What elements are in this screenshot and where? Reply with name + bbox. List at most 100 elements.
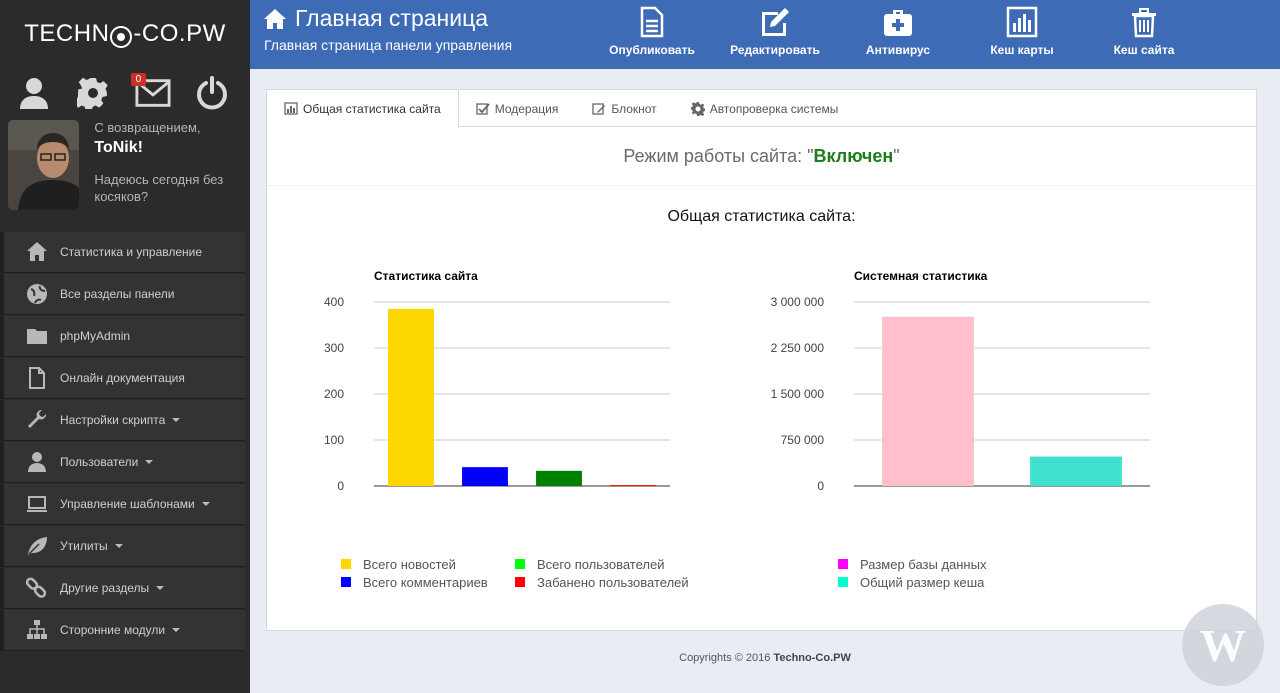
check-icon bbox=[476, 102, 490, 115]
tab-0[interactable]: Общая статистика сайта bbox=[267, 90, 459, 128]
logout-button[interactable] bbox=[194, 75, 230, 111]
y-tick-label: 200 bbox=[324, 387, 344, 401]
caret-down-icon bbox=[114, 544, 123, 548]
legend-item[interactable]: Размер базы данных bbox=[838, 557, 986, 572]
site-mode-status: Режим работы сайта: " Включен " bbox=[267, 127, 1256, 186]
watermark-logo: W bbox=[1182, 604, 1264, 686]
bar[interactable] bbox=[388, 308, 434, 486]
chart-title: Статистика сайта bbox=[374, 269, 478, 283]
sidebar-item-5[interactable]: Пользователи bbox=[0, 442, 245, 482]
link-icon bbox=[26, 577, 48, 599]
leaf-icon bbox=[26, 535, 48, 557]
sidebar-item-1[interactable]: Все разделы панели bbox=[0, 274, 245, 314]
legend-item[interactable]: Забанено пользователей bbox=[515, 575, 689, 590]
header-button-label: Редактировать bbox=[730, 43, 820, 57]
user-icon bbox=[20, 78, 48, 109]
envelope-icon bbox=[135, 79, 171, 107]
header-button-0[interactable]: Опубликовать bbox=[597, 6, 707, 57]
stats-title: Общая статистика сайта: bbox=[667, 208, 856, 225]
bar[interactable] bbox=[610, 485, 656, 487]
laptop-icon bbox=[26, 493, 48, 515]
copyright-brand[interactable]: Techno-Co.PW bbox=[773, 652, 851, 664]
header-button-label: Опубликовать bbox=[609, 43, 695, 57]
sidebar-item-label: Пользователи bbox=[60, 455, 139, 469]
copyright-text: Copyrights © 2016 bbox=[679, 652, 774, 664]
quick-icons: 0 bbox=[0, 68, 250, 118]
sidebar-item-0[interactable]: Статистика и управление bbox=[0, 232, 245, 272]
legend-item[interactable]: Всего комментариев bbox=[341, 575, 515, 590]
pencil-icon bbox=[592, 102, 606, 115]
profile-button[interactable] bbox=[16, 75, 52, 111]
chart-title: Системная статистика bbox=[854, 269, 988, 283]
y-tick-label: 300 bbox=[324, 341, 344, 355]
logo-text-suffix: -CO.PW bbox=[133, 20, 226, 47]
sidebar-item-3[interactable]: Онлайн документация bbox=[0, 358, 245, 398]
sitemap-icon bbox=[26, 619, 48, 641]
trash-icon bbox=[1132, 8, 1156, 38]
settings-button[interactable] bbox=[75, 75, 111, 111]
medkit-icon bbox=[884, 10, 912, 36]
header-button-3[interactable]: Кеш карты bbox=[967, 6, 1077, 57]
tab-3[interactable]: Автопроверка системы bbox=[674, 90, 856, 127]
legend-item[interactable]: Всего новостей bbox=[341, 557, 515, 572]
sidebar-item-2[interactable]: phpMyAdmin bbox=[0, 316, 245, 356]
legend-label: Всего комментариев bbox=[363, 574, 488, 590]
sidebar: TECHN -CO.PW 0 С bbox=[0, 0, 250, 693]
messages-badge: 0 bbox=[130, 73, 147, 86]
sidebar-item-4[interactable]: Настройки скрипта bbox=[0, 400, 245, 440]
header-button-4[interactable]: Кеш сайта bbox=[1089, 6, 1199, 57]
username: ToNik! bbox=[94, 139, 143, 156]
sidebar-item-8[interactable]: Другие разделы bbox=[0, 568, 245, 608]
header-button-label: Антивирус bbox=[865, 43, 931, 57]
tab-label: Автопроверка системы bbox=[709, 101, 839, 116]
home-icon bbox=[264, 8, 286, 29]
sidebar-item-label: Онлайн документация bbox=[60, 371, 185, 385]
wrench-icon bbox=[26, 409, 48, 431]
sidebar-item-label: phpMyAdmin bbox=[60, 329, 131, 343]
messages-button[interactable]: 0 bbox=[130, 73, 171, 111]
tab-2[interactable]: Блокнот bbox=[575, 90, 673, 127]
bar[interactable] bbox=[536, 470, 582, 486]
sidebar-item-label: Все разделы панели bbox=[60, 287, 175, 301]
header-button-label: Кеш карты bbox=[990, 43, 1054, 57]
legend-item[interactable]: Общий размер кеша bbox=[838, 575, 984, 590]
bar[interactable] bbox=[462, 467, 508, 486]
y-tick-label: 100 bbox=[324, 433, 344, 447]
y-tick-label: 2 250 000 bbox=[771, 341, 825, 355]
sidebar-item-7[interactable]: Утилиты bbox=[0, 526, 245, 566]
tab-1[interactable]: Модерация bbox=[459, 90, 576, 127]
tab-label: Блокнот bbox=[611, 101, 657, 116]
file-icon bbox=[26, 367, 48, 389]
caret-down-icon bbox=[145, 460, 154, 464]
y-tick-label: 3 000 000 bbox=[771, 295, 825, 309]
sidebar-item-label: Другие разделы bbox=[60, 581, 150, 595]
avatar[interactable] bbox=[8, 120, 80, 210]
sidebar-item-label: Утилиты bbox=[60, 539, 108, 553]
greeting-text: Надеюсь сегодня без косяков? bbox=[94, 172, 224, 204]
y-tick-label: 400 bbox=[324, 295, 344, 309]
sidebar-item-6[interactable]: Управление шаблонами bbox=[0, 484, 245, 524]
legend-label: Забанено пользователей bbox=[537, 574, 689, 590]
mode-suffix: " bbox=[893, 145, 900, 166]
avatar-photo bbox=[8, 120, 80, 210]
chart-icon bbox=[284, 102, 298, 115]
document-icon bbox=[640, 6, 664, 38]
legend-swatch bbox=[515, 559, 525, 569]
legend-item[interactable]: Всего пользователей bbox=[515, 557, 664, 572]
bar-chart-icon bbox=[1006, 6, 1038, 38]
top-header: Главная страница Главная страница панели… bbox=[250, 0, 1280, 69]
y-tick-label: 1 500 000 bbox=[771, 387, 825, 401]
caret-down-icon bbox=[201, 502, 210, 506]
sidebar-item-label: Настройки скрипта bbox=[60, 413, 166, 427]
sidebar-menu: Статистика и управление Все разделы панел… bbox=[0, 232, 250, 650]
caret-down-icon bbox=[172, 628, 181, 632]
tab-bar: Общая статистика сайта Модерация Блокнот Ав… bbox=[267, 90, 1256, 128]
site-logo[interactable]: TECHN -CO.PW bbox=[0, 0, 250, 68]
legend-label: Всего новостей bbox=[363, 556, 456, 572]
sidebar-item-9[interactable]: Сторонние модули bbox=[0, 610, 245, 650]
header-button-2[interactable]: Антивирус bbox=[843, 6, 953, 57]
bar[interactable] bbox=[882, 316, 974, 486]
bar[interactable] bbox=[1030, 456, 1122, 486]
header-button-1[interactable]: Редактировать bbox=[720, 6, 830, 57]
legend-swatch bbox=[341, 577, 351, 587]
